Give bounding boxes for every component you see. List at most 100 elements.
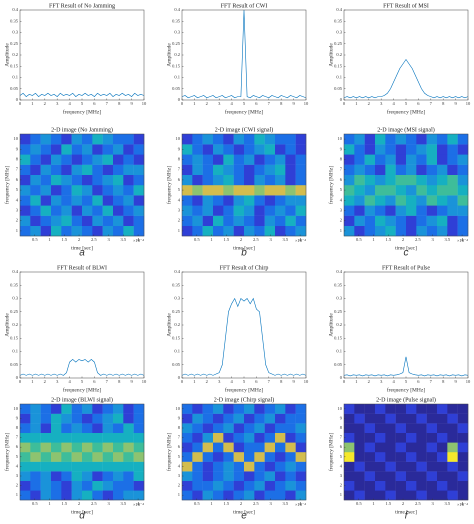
heat-cell bbox=[20, 432, 31, 443]
heat-cell bbox=[61, 432, 72, 443]
heat-cell bbox=[375, 174, 386, 186]
heat-cell bbox=[82, 490, 93, 501]
heat-cell bbox=[82, 215, 93, 226]
heat-cell bbox=[385, 164, 396, 175]
heat-cell bbox=[182, 144, 193, 155]
heat-cell bbox=[113, 134, 124, 145]
heat-cell bbox=[447, 225, 458, 237]
heat-cell bbox=[233, 225, 245, 237]
heat-cell bbox=[375, 134, 386, 145]
fft-line bbox=[181, 9, 307, 99]
heat-cell bbox=[385, 174, 396, 186]
x-tick-label: 4 bbox=[68, 101, 71, 106]
heat-cell bbox=[82, 205, 93, 216]
x-tick-label: 8 bbox=[442, 101, 445, 106]
y-axis-label: Amplitude bbox=[166, 313, 172, 337]
heat-cell bbox=[71, 185, 83, 196]
heat-cell bbox=[71, 432, 83, 443]
heat-cell bbox=[133, 461, 145, 472]
x-tick-label: 1.5 bbox=[223, 501, 229, 506]
heat-cell bbox=[30, 480, 41, 491]
y-tick-label: 7 bbox=[178, 167, 181, 172]
heat-cell bbox=[285, 432, 296, 443]
heat-cell bbox=[295, 225, 307, 237]
heat-cell bbox=[395, 452, 407, 462]
heat-cell bbox=[364, 195, 376, 206]
heat-cell bbox=[202, 215, 214, 226]
heat-cell bbox=[275, 185, 286, 196]
heat-cell bbox=[102, 174, 114, 186]
y-tick-label: 0.1 bbox=[12, 349, 18, 354]
heat-cell bbox=[61, 154, 72, 165]
heat-cell bbox=[254, 185, 265, 196]
heat-cell bbox=[285, 185, 296, 196]
heat-cell bbox=[354, 423, 365, 433]
heat-cell bbox=[426, 185, 438, 196]
y-tick-label: 10 bbox=[176, 136, 181, 141]
heat-cell bbox=[40, 185, 52, 196]
y-tick-label: 6 bbox=[178, 177, 181, 182]
heat-cell bbox=[40, 174, 52, 186]
heat-cell bbox=[113, 480, 124, 491]
heat-cell bbox=[395, 185, 407, 196]
heat-cell bbox=[40, 423, 52, 433]
x-tick-label: 8 bbox=[280, 101, 283, 106]
y-tick-label: 0.15 bbox=[334, 63, 343, 68]
heat-cell bbox=[133, 215, 145, 226]
heat-cell bbox=[285, 164, 296, 175]
x-tick-label: 0.5 bbox=[194, 501, 200, 506]
heat-cell bbox=[437, 452, 448, 462]
heat-cell bbox=[457, 461, 469, 472]
y-tick-label: 9 bbox=[340, 146, 343, 151]
heat-cell bbox=[192, 432, 203, 443]
heat-cell bbox=[223, 480, 234, 491]
heat-cell bbox=[182, 215, 193, 226]
heat-cell bbox=[30, 413, 41, 424]
heat-cell bbox=[406, 423, 417, 433]
heat-cell bbox=[375, 195, 386, 206]
heat-cell bbox=[244, 442, 255, 453]
heat-cell bbox=[133, 423, 145, 433]
heat-cell bbox=[254, 452, 265, 462]
heat-cell bbox=[364, 442, 376, 453]
heat-cell bbox=[82, 134, 93, 145]
heat-cell bbox=[182, 432, 193, 443]
heat-cell bbox=[233, 423, 245, 433]
heat-cell bbox=[40, 442, 52, 453]
heat-cell bbox=[275, 154, 286, 165]
fft-line bbox=[343, 58, 469, 99]
heat-cell bbox=[82, 432, 93, 443]
x-tick-label: 2 bbox=[240, 501, 242, 506]
heat-cell bbox=[223, 144, 234, 155]
heat-cell bbox=[61, 404, 72, 414]
heat-cell bbox=[82, 442, 93, 453]
heat-cell bbox=[364, 205, 376, 216]
heat-cell bbox=[344, 144, 355, 155]
heat-cell bbox=[51, 404, 62, 414]
y-tick-label: 0.4 bbox=[174, 269, 180, 274]
heat-cell bbox=[133, 490, 145, 501]
heat-cell bbox=[182, 154, 193, 165]
y-tick-label: 10 bbox=[338, 136, 343, 141]
heat-cell bbox=[61, 452, 72, 462]
heat-cell bbox=[254, 174, 265, 186]
heat-cell bbox=[133, 154, 145, 165]
x-tick-label: 4 bbox=[230, 379, 233, 384]
heat-cell bbox=[364, 215, 376, 226]
heat-cell bbox=[71, 480, 83, 491]
heat-cell bbox=[344, 423, 355, 433]
y-tick-label: 4 bbox=[340, 463, 343, 468]
heat-cell bbox=[102, 225, 114, 237]
heat-cell bbox=[61, 134, 72, 145]
y-tick-label: 9 bbox=[340, 415, 343, 420]
heat-cell bbox=[92, 154, 103, 165]
heat-cell bbox=[113, 461, 124, 472]
heat-cell bbox=[264, 461, 276, 472]
x-tick-label: 5 bbox=[243, 101, 246, 106]
heat-cell bbox=[113, 174, 124, 186]
heat-cell bbox=[275, 225, 286, 237]
heat-cell bbox=[447, 452, 458, 462]
y-tick-label: 0.3 bbox=[174, 296, 180, 301]
heat-cell bbox=[264, 490, 276, 501]
